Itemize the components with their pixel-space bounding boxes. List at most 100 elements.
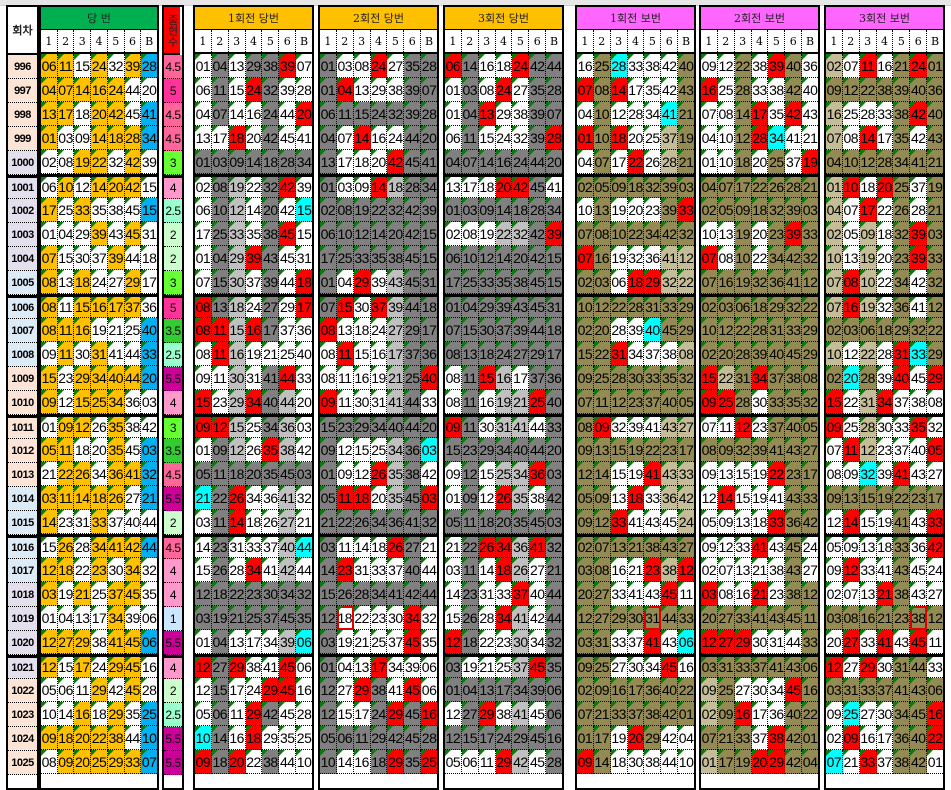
number-cell[interactable]: 11 [211,78,229,102]
number-cell[interactable]: 16 [495,366,513,390]
number-cell[interactable]: 45 [404,630,422,654]
number-cell[interactable]: 13 [195,126,212,150]
number-cell[interactable]: 27 [842,630,860,654]
number-cell[interactable]: 10 [577,198,594,222]
number-cell[interactable]: 40 [893,366,911,390]
number-cell[interactable]: 30 [751,390,769,414]
number-cell[interactable]: 11 [859,54,877,78]
number-cell[interactable]: 22 [859,78,877,102]
score-cell[interactable]: 4 [164,583,182,607]
number-cell[interactable]: 31 [717,657,735,678]
number-cell[interactable]: 07 [593,150,611,174]
number-cell[interactable]: 09 [320,438,337,462]
number-cell[interactable]: 28 [734,342,752,366]
number-cell[interactable]: 28 [404,177,422,198]
number-cell[interactable]: 20 [842,366,860,390]
number-cell[interactable]: 08 [211,177,229,198]
number-cell[interactable]: 43 [910,510,928,534]
bonus-number-cell[interactable]: 08 [927,390,944,414]
number-cell[interactable]: 35 [512,486,530,510]
score-cell[interactable]: 4.5 [164,127,182,151]
number-cell[interactable]: 36 [768,270,786,294]
number-cell[interactable]: 09 [734,198,752,222]
number-cell[interactable]: 08 [41,318,58,342]
number-cell[interactable]: 39 [910,222,928,246]
bonus-number-cell[interactable]: 35 [141,582,158,606]
number-cell[interactable]: 38 [910,606,928,630]
number-cell[interactable]: 37 [107,582,125,606]
number-cell[interactable]: 11 [336,366,354,390]
score-cell[interactable]: 3 [164,418,182,439]
number-cell[interactable]: 29 [107,750,125,774]
number-cell[interactable]: 01 [41,417,58,438]
number-cell[interactable]: 34 [387,438,405,462]
number-cell[interactable]: 39 [910,246,928,270]
number-cell[interactable]: 40 [785,417,803,438]
number-cell[interactable]: 18 [353,150,371,174]
number-cell[interactable]: 05 [842,222,860,246]
number-cell[interactable]: 27 [717,630,735,654]
number-cell[interactable]: 28 [610,54,628,78]
bonus-number-cell[interactable]: 11 [802,606,819,630]
number-cell[interactable]: 12 [610,102,628,126]
number-cell[interactable]: 06 [320,222,337,246]
bonus-number-cell[interactable]: 10 [296,750,313,774]
number-cell[interactable]: 29 [370,726,388,750]
number-cell[interactable]: 33 [859,558,877,582]
number-cell[interactable]: 06 [41,54,58,78]
number-cell[interactable]: 25 [842,702,860,726]
number-cell[interactable]: 15 [478,462,496,486]
bonus-number-cell[interactable]: 06 [546,678,563,702]
bonus-number-cell[interactable]: 35 [296,606,313,630]
number-cell[interactable]: 18 [370,537,388,558]
bonus-number-cell[interactable]: 36 [141,297,158,318]
score-cell[interactable]: 3.5 [164,439,182,463]
number-cell[interactable]: 22 [610,297,628,318]
number-cell[interactable]: 23 [211,537,229,558]
number-cell[interactable]: 17 [262,318,280,342]
number-cell[interactable]: 21 [512,390,530,414]
number-cell[interactable]: 42 [512,177,530,198]
number-cell[interactable]: 17 [478,726,496,750]
number-cell[interactable]: 25 [57,198,75,222]
number-cell[interactable]: 08 [320,342,337,366]
number-cell[interactable]: 41 [279,486,297,510]
number-cell[interactable]: 22 [353,606,371,630]
number-cell[interactable]: 35 [387,462,405,486]
number-cell[interactable]: 09 [610,177,628,198]
bonus-number-cell[interactable]: 18 [296,270,313,294]
number-cell[interactable]: 29 [495,750,513,774]
number-cell[interactable]: 16 [826,102,843,126]
number-cell[interactable]: 19 [91,318,108,342]
number-cell[interactable]: 25 [91,582,108,606]
bonus-number-cell[interactable]: 33 [802,630,819,654]
number-cell[interactable]: 18 [478,342,496,366]
number-cell[interactable]: 25 [842,417,860,438]
number-cell[interactable]: 21 [74,582,92,606]
round-number-cell[interactable]: 1016 [8,538,37,559]
number-cell[interactable]: 04 [336,270,354,294]
number-cell[interactable]: 27 [211,657,229,678]
number-cell[interactable]: 17 [512,366,530,390]
score-cell[interactable]: 5.5 [164,751,182,775]
number-cell[interactable]: 09 [461,486,479,510]
number-cell[interactable]: 04 [445,150,462,174]
number-cell[interactable]: 09 [826,78,843,102]
number-cell[interactable]: 11 [461,390,479,414]
number-cell[interactable]: 30 [74,342,92,366]
number-cell[interactable]: 03 [577,558,594,582]
number-cell[interactable]: 11 [57,342,75,366]
round-number-cell[interactable]: 1021 [8,658,37,679]
number-cell[interactable]: 04 [211,630,229,654]
number-cell[interactable]: 14 [717,486,735,510]
number-cell[interactable]: 19 [74,150,92,174]
bonus-number-cell[interactable]: 20 [296,102,313,126]
number-cell[interactable]: 02 [826,726,843,750]
number-cell[interactable]: 41 [661,246,679,270]
bonus-number-cell[interactable]: 32 [296,486,313,510]
number-cell[interactable]: 27 [734,678,752,702]
number-cell[interactable]: 35 [124,702,142,726]
number-cell[interactable]: 10 [610,222,628,246]
bonus-number-cell[interactable]: 04 [678,726,695,750]
number-cell[interactable]: 33 [370,558,388,582]
